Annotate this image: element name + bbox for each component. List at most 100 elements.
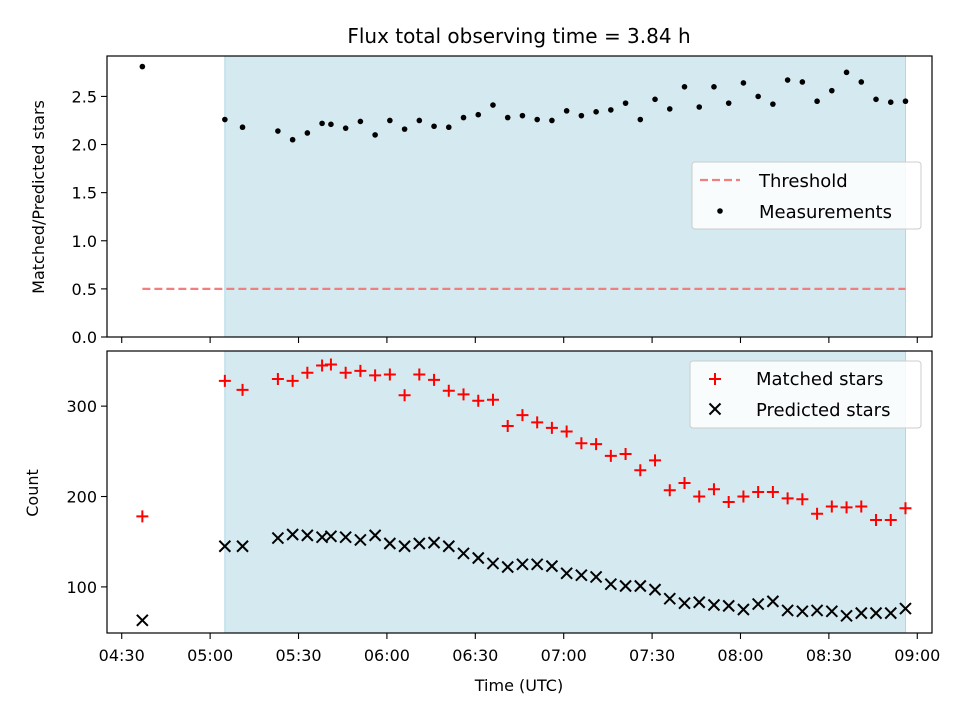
data-point — [486, 393, 499, 406]
data-point — [649, 454, 662, 467]
data-point — [398, 540, 411, 553]
data-point — [608, 107, 614, 113]
y-tick-label: 0.0 — [72, 328, 97, 347]
data-point — [139, 63, 146, 70]
data-point — [575, 568, 588, 582]
data-point — [401, 126, 408, 132]
x-tick-label: 05:30 — [275, 646, 321, 665]
data-point — [534, 116, 540, 123]
data-point — [855, 500, 868, 513]
data-point — [383, 368, 396, 381]
data-point — [357, 118, 364, 125]
data-point — [445, 124, 452, 131]
data-point — [472, 551, 485, 565]
data-point — [766, 595, 780, 608]
data-point — [504, 114, 511, 121]
legend-measurements-swatch — [717, 208, 723, 214]
data-point — [339, 366, 352, 379]
data-point — [560, 567, 573, 580]
data-point — [622, 100, 629, 106]
data-point — [324, 530, 338, 543]
data-point — [286, 528, 299, 541]
bottom-panel: 100 200 300 04:30 05:00 05:30 06:00 06:30 07:00 0… — [66, 350, 940, 665]
data-point — [575, 437, 588, 450]
data-point — [472, 394, 485, 407]
data-point — [814, 98, 820, 105]
data-point — [652, 96, 658, 103]
data-point — [740, 80, 747, 86]
data-point — [634, 464, 647, 477]
data-point — [648, 583, 662, 596]
data-point — [678, 476, 691, 489]
data-point — [301, 366, 314, 379]
data-point — [275, 128, 281, 134]
data-point — [619, 448, 632, 461]
data-point — [530, 558, 544, 571]
y-tick-label: 1.5 — [72, 184, 97, 203]
data-point — [516, 409, 529, 422]
y-tick-label: 300 — [66, 397, 97, 416]
data-point — [271, 531, 285, 545]
data-point — [902, 98, 909, 105]
data-point — [545, 559, 559, 573]
data-point — [796, 605, 809, 618]
data-point — [737, 603, 750, 616]
data-point — [486, 557, 500, 570]
data-point — [619, 579, 632, 593]
data-point — [825, 605, 839, 618]
data-point — [707, 598, 721, 612]
data-point — [693, 490, 706, 503]
data-point — [755, 93, 761, 100]
x-tick-label: 09:00 — [894, 646, 940, 665]
data-point — [342, 125, 349, 131]
data-point — [810, 604, 824, 617]
data-point — [840, 501, 853, 514]
data-point — [236, 540, 249, 553]
data-point — [428, 373, 441, 386]
data-point — [637, 116, 644, 123]
data-point — [799, 79, 806, 85]
data-point — [271, 373, 284, 386]
data-point — [870, 514, 883, 527]
data-point — [501, 560, 514, 574]
y-tick-label: 200 — [66, 488, 97, 507]
data-point — [873, 96, 879, 103]
data-point — [884, 514, 897, 527]
axes-frame — [106, 350, 933, 634]
data-point — [784, 77, 791, 83]
data-point — [666, 106, 673, 112]
data-point — [663, 484, 676, 497]
legend-label: Threshold — [758, 171, 848, 192]
legend-predicted-swatch — [708, 402, 722, 416]
data-point — [369, 369, 382, 382]
data-point — [722, 599, 735, 613]
data-point — [593, 109, 599, 115]
data-point — [770, 101, 776, 107]
data-point — [354, 364, 367, 377]
series-matched-stars — [136, 358, 912, 527]
data-point — [825, 500, 838, 513]
data-point — [413, 368, 426, 381]
x-tick-label: 08:30 — [806, 646, 852, 665]
data-point — [725, 100, 732, 106]
data-point — [722, 495, 735, 508]
series-measurements — [139, 63, 909, 143]
data-point — [442, 540, 455, 553]
data-point — [678, 596, 691, 610]
data-point — [427, 536, 441, 549]
top-panel: 0.0 0.5 1.0 1.5 2.0 2.5 Threshold Measurements — [72, 55, 933, 347]
data-point — [387, 117, 393, 124]
data-point — [752, 486, 765, 498]
legend-box — [691, 161, 922, 230]
data-point — [239, 124, 246, 131]
data-point — [796, 493, 809, 506]
data-point — [431, 123, 437, 130]
x-tick-label: 06:00 — [364, 646, 410, 665]
data-point — [604, 449, 617, 462]
data-point — [136, 510, 149, 523]
data-point — [781, 604, 794, 617]
data-point — [457, 547, 470, 560]
y-tick-label: 100 — [66, 578, 97, 597]
data-point — [304, 130, 311, 136]
